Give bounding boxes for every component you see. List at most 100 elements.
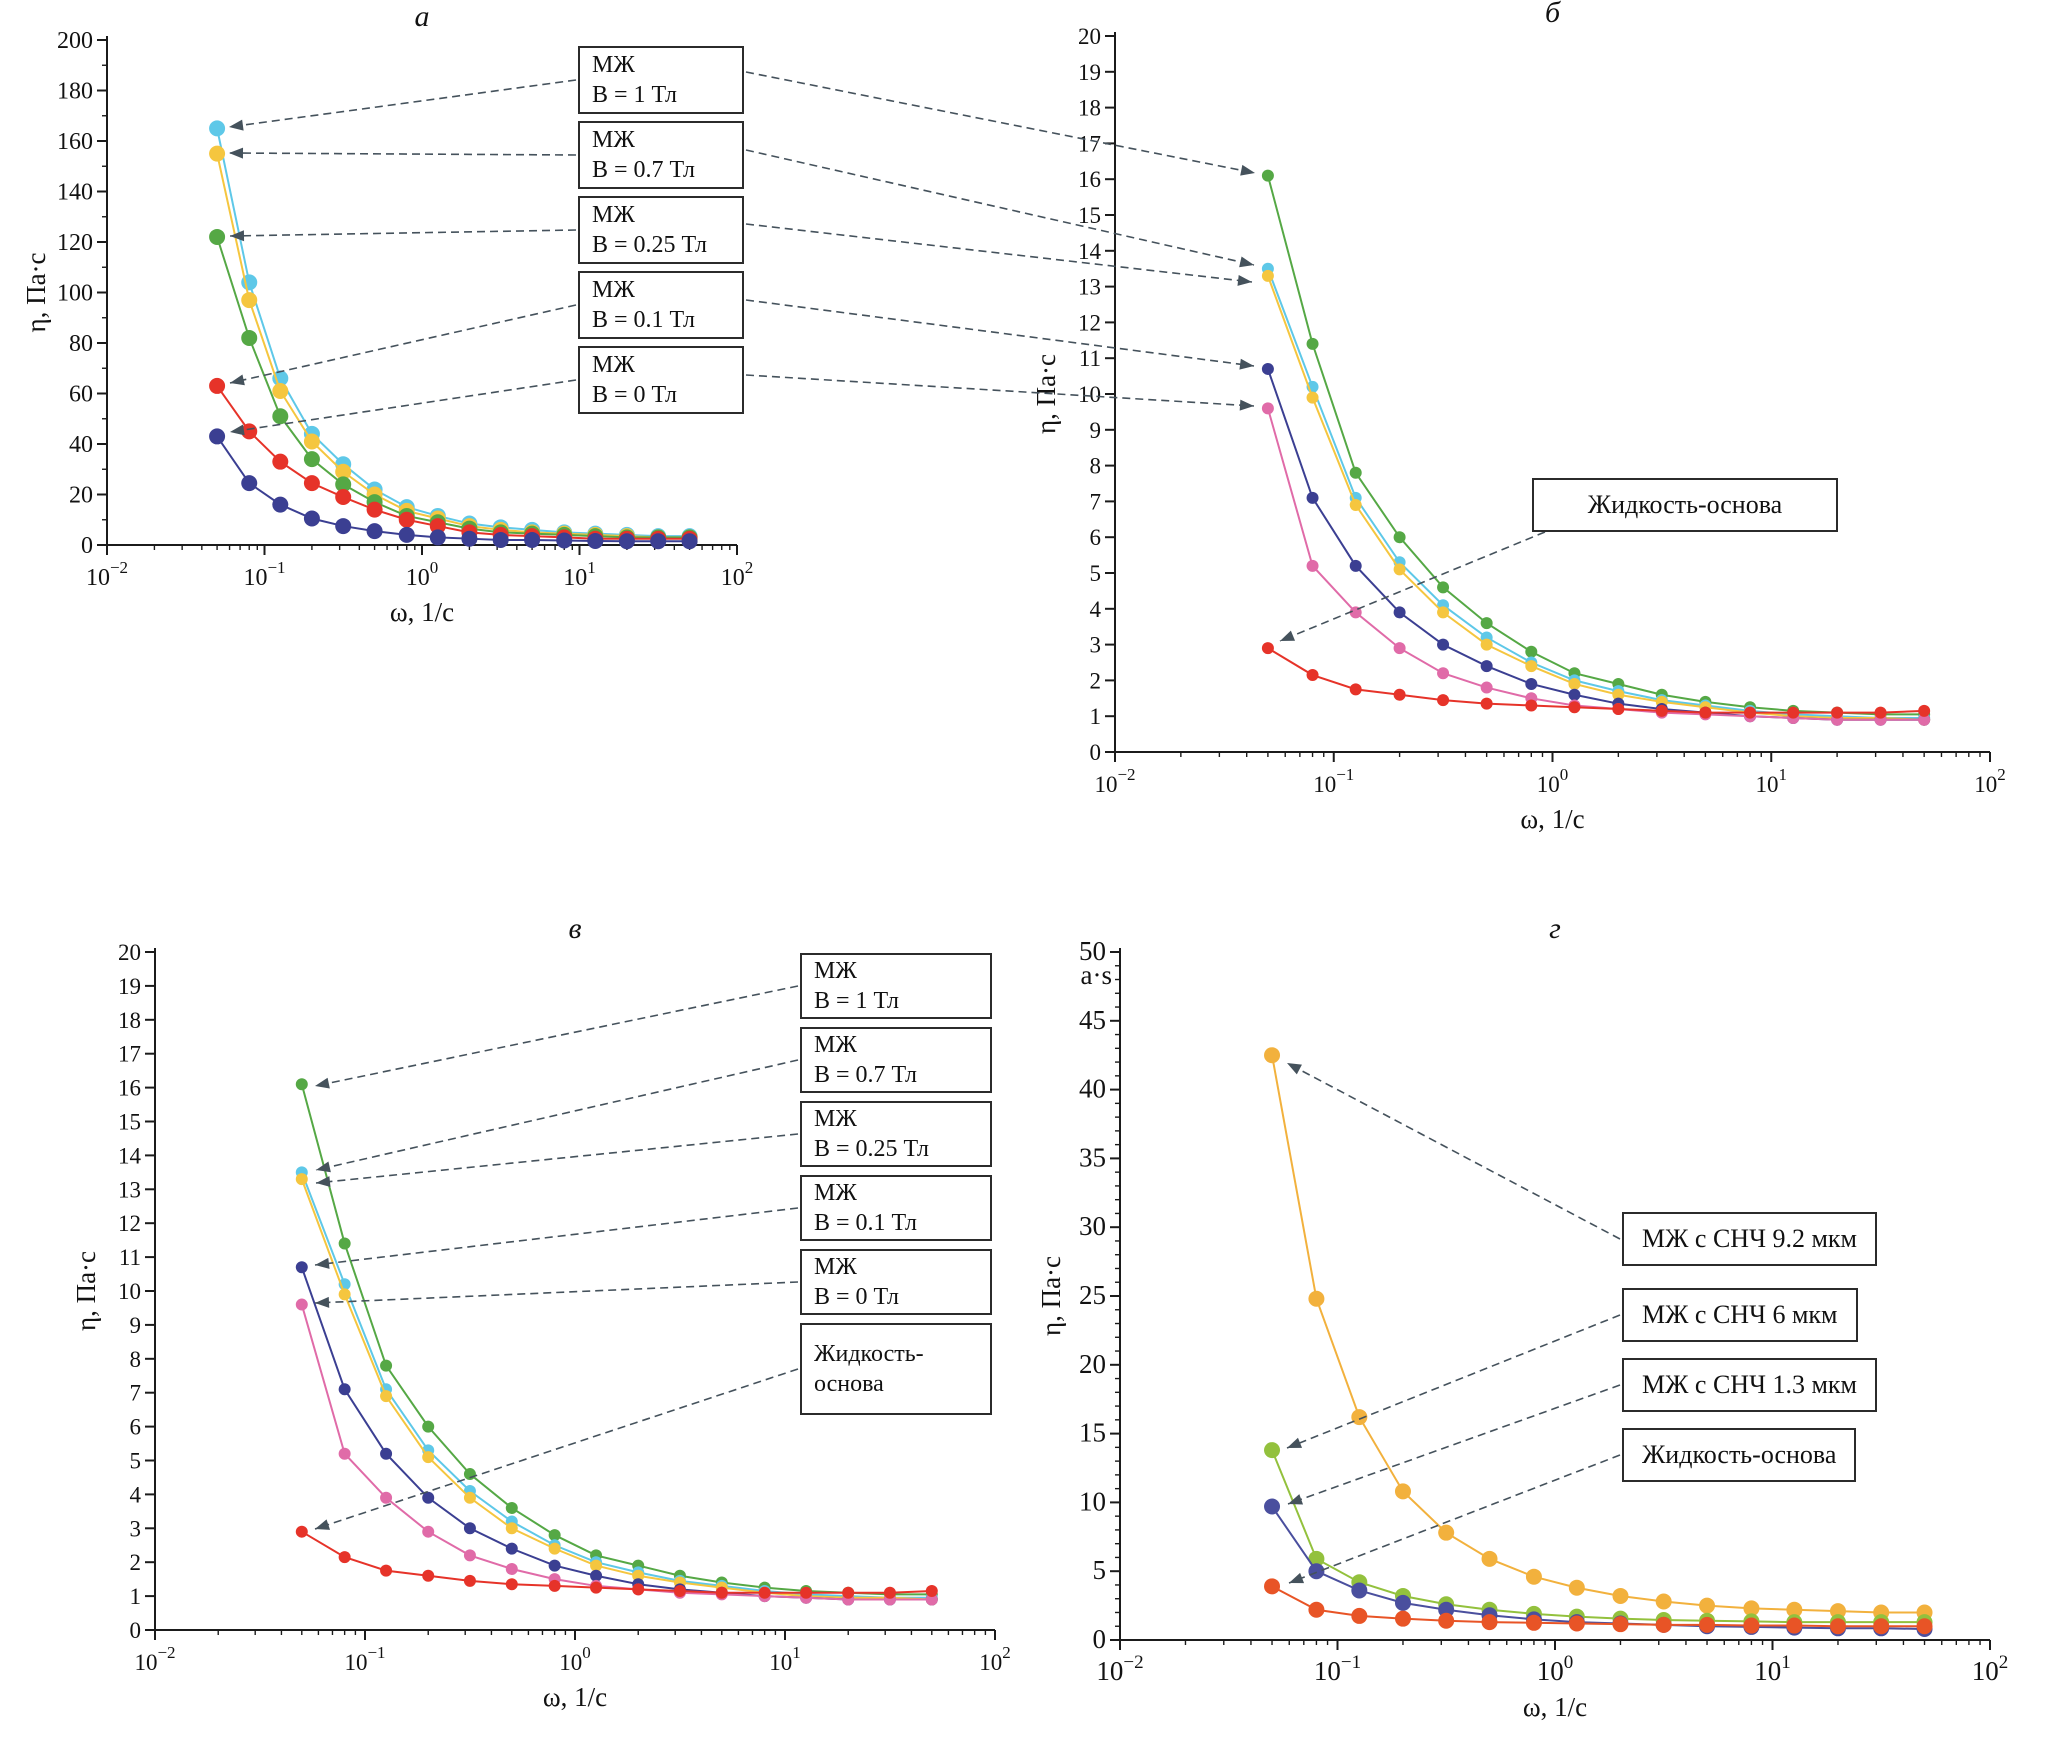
data-point bbox=[1786, 1601, 1803, 1618]
annotation-arrow bbox=[228, 147, 577, 159]
data-point bbox=[632, 1583, 645, 1596]
x-tick-label: 10−1 bbox=[243, 558, 285, 591]
data-point bbox=[335, 518, 352, 535]
arrow-head bbox=[1280, 630, 1296, 641]
arrow-line bbox=[228, 152, 577, 156]
data-point bbox=[422, 1569, 435, 1582]
y-tick-label: 20 bbox=[69, 483, 93, 509]
arrow-head bbox=[315, 1519, 331, 1530]
data-point bbox=[272, 453, 289, 470]
data-point bbox=[338, 1551, 351, 1564]
data-point bbox=[422, 1491, 435, 1504]
data-point bbox=[1480, 697, 1493, 710]
data-point bbox=[1393, 606, 1406, 619]
arrow-line bbox=[1288, 1454, 1621, 1584]
annotation-mzh-b-1: МЖ В = 1 Тл bbox=[578, 46, 744, 114]
annotation-arrow bbox=[1286, 1314, 1621, 1449]
data-point bbox=[380, 1359, 393, 1372]
y-tick-label: 13 bbox=[118, 1177, 141, 1202]
y-tick-label: 19 bbox=[118, 974, 141, 999]
x-tick-label: 100 bbox=[406, 558, 439, 591]
arrow-head bbox=[1239, 358, 1254, 370]
y-tick-label: 2 bbox=[130, 1550, 142, 1575]
arrow-line bbox=[745, 149, 1255, 266]
data-point bbox=[303, 510, 320, 527]
x-tick-label: 100 bbox=[1537, 1652, 1574, 1686]
annotation-text: В = 0.7 Тл bbox=[814, 1062, 917, 1088]
data-point bbox=[380, 1564, 393, 1577]
data-point bbox=[618, 533, 635, 550]
annotation-text: МЖ bbox=[592, 352, 635, 378]
x-tick-label: 102 bbox=[721, 558, 754, 591]
data-point bbox=[650, 533, 667, 550]
y-tick-label: 1 bbox=[130, 1584, 142, 1609]
series-Жидкость-основа bbox=[1264, 1578, 1933, 1635]
data-point bbox=[380, 1491, 393, 1504]
annotation-v-mzh-b-0: МЖ В = 0 Тл bbox=[800, 1249, 992, 1315]
y-tick-label: 80 bbox=[69, 331, 93, 357]
data-point bbox=[1829, 1618, 1846, 1635]
data-point bbox=[587, 532, 604, 549]
data-point bbox=[590, 1581, 603, 1594]
y-tick-label: 5 bbox=[130, 1449, 142, 1474]
arrow-head bbox=[316, 1161, 331, 1173]
data-point bbox=[1480, 638, 1493, 651]
data-point bbox=[1655, 704, 1668, 717]
data-point bbox=[1308, 1550, 1325, 1567]
data-point bbox=[422, 1420, 435, 1433]
data-point bbox=[1480, 681, 1493, 694]
data-point bbox=[338, 1288, 351, 1301]
y-axis-unit-label: a·s bbox=[1081, 960, 1112, 990]
chart-panel-b: 10−2 10−1 100 101 10201234567891011121314151… bbox=[1031, 0, 2006, 834]
y-tick-label: 3 bbox=[130, 1516, 142, 1541]
chart-panel-g: 10−2 10−1 100 101 102 0 5 10 15 20 25 30 35 40 45 50 г ω,… bbox=[1036, 912, 2008, 1722]
series-Жидкость-основа bbox=[1261, 642, 1931, 719]
data-point bbox=[1699, 706, 1712, 719]
annotation-arrow bbox=[745, 149, 1255, 268]
annotation-text: МЖ bbox=[814, 1180, 857, 1206]
y-tick-label: 18 bbox=[1078, 96, 1101, 121]
y-tick-label: 10 bbox=[118, 1279, 141, 1304]
data-point bbox=[398, 526, 415, 543]
annotation-arrow bbox=[314, 1207, 799, 1269]
y-tick-label: 12 bbox=[118, 1211, 141, 1236]
data-point bbox=[1743, 1600, 1760, 1617]
arrow-line bbox=[314, 1207, 799, 1266]
annotation-arrow bbox=[314, 1281, 799, 1308]
data-point bbox=[1568, 688, 1581, 701]
data-point bbox=[1393, 531, 1406, 544]
y-tick-label: 5 bbox=[1090, 561, 1102, 586]
data-point bbox=[524, 531, 541, 548]
series-line bbox=[1266, 275, 1925, 721]
data-point bbox=[1437, 581, 1450, 594]
y-tick-label: 9 bbox=[130, 1313, 142, 1338]
y-tick-label: 1 bbox=[1090, 704, 1102, 729]
data-point bbox=[1568, 1579, 1585, 1596]
y-tick-label: 15 bbox=[1079, 1418, 1106, 1448]
x-tick-label: 10−1 bbox=[344, 1643, 385, 1675]
x-tick-label: 102 bbox=[1972, 1652, 2009, 1686]
annotation-arrow bbox=[228, 79, 577, 131]
data-point bbox=[1394, 1483, 1411, 1500]
data-point bbox=[241, 329, 258, 346]
annotation-text: В = 0.25 Тл bbox=[814, 1136, 929, 1162]
annotation-text: МЖ bbox=[592, 202, 635, 228]
annotation-arrow bbox=[1288, 1454, 1621, 1584]
series-line bbox=[1271, 1055, 1925, 1614]
arrow-head bbox=[315, 1257, 330, 1269]
annotation-text: МЖ bbox=[592, 127, 635, 153]
data-point bbox=[1612, 703, 1625, 716]
data-point bbox=[272, 382, 289, 399]
arrow-line bbox=[229, 229, 577, 237]
data-point bbox=[758, 1586, 771, 1599]
data-point bbox=[463, 1549, 476, 1562]
arrow-head bbox=[1289, 1572, 1305, 1584]
data-point bbox=[1264, 1498, 1281, 1515]
y-tick-label: 11 bbox=[119, 1245, 141, 1270]
annotation-text: МЖ bbox=[592, 52, 635, 78]
y-tick-label: 50 bbox=[1079, 936, 1106, 966]
data-point bbox=[632, 1569, 645, 1582]
annotation-text: В = 0 Тл bbox=[814, 1284, 899, 1310]
y-tick-label: 6 bbox=[130, 1415, 142, 1440]
series-line bbox=[1266, 368, 1925, 721]
